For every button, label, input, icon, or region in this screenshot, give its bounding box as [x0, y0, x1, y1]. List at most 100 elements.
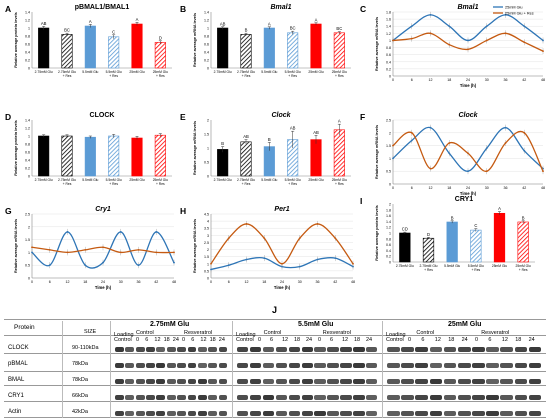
y-tick-label: 2	[389, 203, 391, 207]
data-point	[48, 264, 51, 267]
blot-band	[166, 395, 176, 400]
data-point	[316, 258, 319, 261]
data-point	[334, 257, 337, 259]
blot-band	[443, 379, 457, 384]
series-line	[392, 14, 544, 42]
blot-band	[429, 395, 443, 400]
timepoint-label: 0	[475, 337, 479, 343]
data-point	[48, 248, 51, 251]
y-tick-label: 2	[207, 248, 209, 252]
blot-band	[514, 395, 528, 400]
x-tick-label: + Res	[63, 182, 72, 186]
y-axis-label: Relative average mRNA levels	[193, 219, 197, 273]
blot-band	[415, 411, 429, 416]
bar	[38, 27, 50, 69]
x-tick-label: 30	[485, 78, 489, 82]
significance-letter: C	[474, 223, 477, 228]
blot-band	[366, 395, 378, 400]
data-point	[485, 170, 488, 173]
panel-letter: A	[5, 4, 11, 14]
blot-band	[208, 395, 218, 400]
y-tick-label: 1	[207, 147, 209, 151]
x-tick-label: 2.75mM Glu	[35, 178, 53, 182]
bar	[422, 237, 435, 263]
x-tick-label: 5.5mM Glu	[82, 70, 98, 74]
x-tick-label: 48	[172, 280, 176, 284]
data-point	[119, 231, 122, 233]
bar	[131, 137, 143, 177]
blot-band	[500, 379, 514, 384]
y-tick-label: 0.2	[25, 59, 30, 63]
y-tick-label: 2.5	[25, 213, 30, 217]
y-tick-label: 0.8	[204, 35, 209, 39]
blot-band	[443, 411, 457, 416]
bar	[287, 32, 299, 69]
y-tick-label: 1.2	[386, 226, 391, 230]
data-point	[31, 246, 33, 249]
blot-band	[208, 411, 218, 416]
data-point	[31, 251, 33, 254]
significance-letter: D	[159, 35, 162, 40]
x-tick-label: + Res	[335, 182, 344, 186]
blot-band	[387, 395, 400, 400]
y-tick-label: 1.5	[25, 238, 30, 242]
x-tick-label: 24	[466, 78, 470, 82]
blot-band	[237, 411, 249, 416]
blot-band	[275, 379, 288, 384]
x-tick-label: + Res	[335, 74, 344, 78]
significance-letter: AB	[243, 134, 249, 139]
y-tick-label: 1	[389, 39, 391, 43]
blot-band	[457, 411, 471, 416]
panel-I: I CRY1 0 0.2 0.4 0.6 0.81 1.2 1.4 1.6 1.82 Relative…	[360, 196, 535, 272]
y-tick-label: 1.4	[25, 11, 30, 15]
y-tick-label: 0	[28, 175, 30, 179]
y-tick-label: 0.4	[386, 60, 391, 64]
data-point	[245, 223, 248, 225]
y-tick-label: 1.5	[204, 133, 209, 137]
y-tick-label: 0.8	[25, 35, 30, 39]
y-tick-label: 2	[207, 119, 209, 123]
blot-band	[156, 395, 166, 400]
x-tick-label: 25mM Glu	[153, 178, 168, 182]
chart-title: Cry1	[95, 206, 111, 213]
y-tick-label: 1.2	[25, 19, 30, 23]
blot-band	[314, 411, 326, 416]
blot-band	[146, 363, 155, 368]
size-label: 78kDa	[72, 361, 88, 367]
blot-band	[115, 363, 124, 368]
blot-band	[387, 363, 400, 368]
data-point	[155, 231, 158, 233]
blot-band	[314, 363, 326, 368]
blot-band	[472, 363, 485, 368]
bar	[108, 135, 120, 177]
blot-band	[314, 395, 326, 400]
x-tick-label: 12	[429, 186, 433, 190]
blot-band	[208, 347, 218, 352]
y-tick-label: 0.8	[386, 237, 391, 241]
data-point	[448, 25, 451, 28]
x-axis-label: Time (h)	[274, 285, 291, 290]
blot-band	[197, 395, 207, 400]
panel-C: C Bmal1 0 0.2 0.4 0.6 0.8 1 1.2 1.4 1.6 1.8 Relative…	[360, 4, 545, 88]
x-tick-label: 0	[31, 280, 33, 284]
timepoint-label: 12	[282, 337, 289, 343]
x-tick-label: + Res	[519, 268, 528, 272]
significance-letter: AB	[313, 130, 319, 135]
blot-band	[249, 347, 262, 352]
data-point	[448, 152, 451, 155]
significance-letter: B	[522, 215, 525, 220]
x-tick-label: 42	[154, 280, 158, 284]
panel-E: E Clock 0 0.5 1 1.5 2 Relative average mRNA lev…	[180, 112, 351, 186]
blot-band	[415, 379, 429, 384]
blot-band	[401, 379, 414, 384]
blot-band	[457, 347, 471, 352]
table-rule	[4, 319, 546, 320]
blot-band	[156, 379, 166, 384]
y-tick-label: 1.8	[386, 208, 391, 212]
blot-band	[514, 347, 528, 352]
blot-band	[340, 411, 352, 416]
resveratrol-label: Resveratrol	[184, 330, 213, 336]
blot-band	[500, 411, 514, 416]
x-tick-label: 12	[245, 280, 249, 284]
